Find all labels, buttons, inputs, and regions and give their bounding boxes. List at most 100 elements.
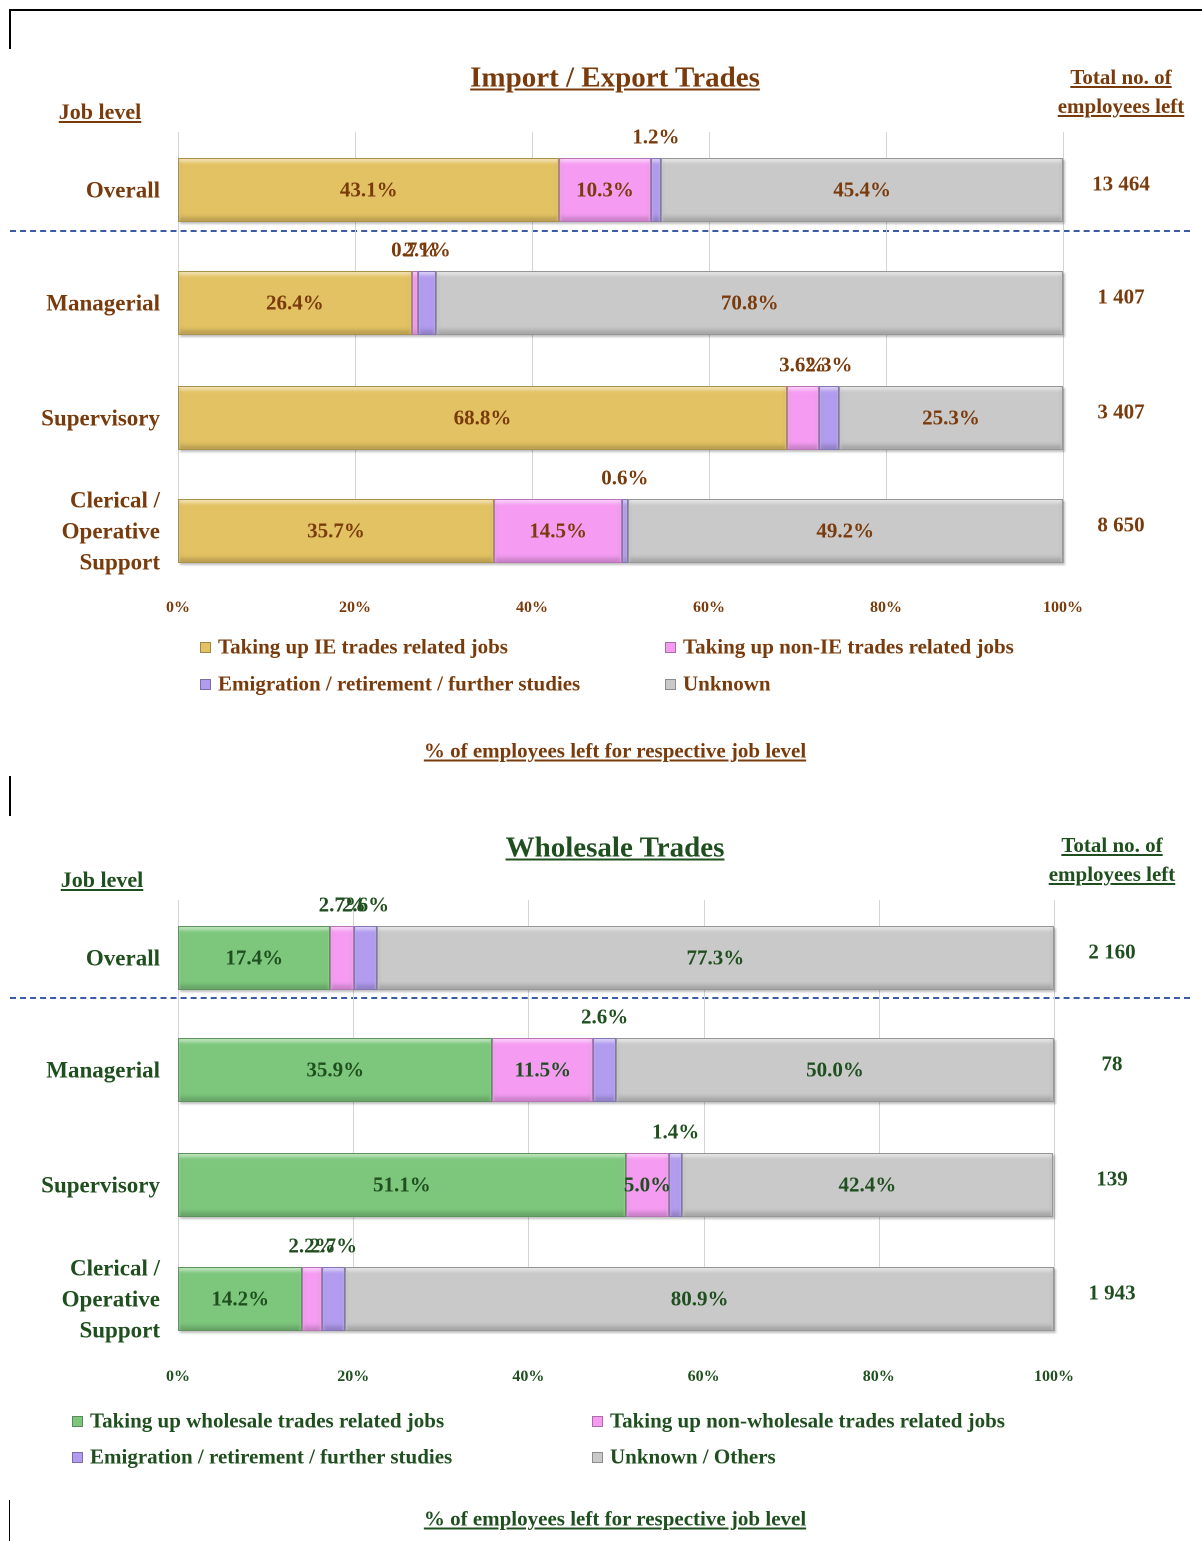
category-label: Managerial — [46, 290, 160, 316]
legend-swatch — [72, 1416, 83, 1427]
bar-segment — [178, 1153, 626, 1217]
value-label: 26.4% — [265, 290, 324, 315]
value-label: 11.5% — [514, 1057, 572, 1082]
chart-title: Wholesale Trades — [505, 831, 725, 864]
total-label: 1 407 — [1097, 284, 1145, 309]
grid-line — [703, 900, 705, 1331]
grid-line — [528, 900, 530, 1331]
bar-segment — [178, 271, 412, 335]
value-label: 49.2% — [816, 518, 875, 543]
legend-label: Taking up wholesale trades related jobs — [90, 1408, 445, 1433]
legend-label: Taking up non-IE trades related jobs — [683, 634, 1014, 659]
bar-segment — [411, 271, 418, 335]
value-label: 2.7% — [318, 892, 366, 917]
frame-left — [9, 9, 11, 49]
bar-segment — [616, 1038, 1054, 1102]
bar-segment — [559, 158, 651, 222]
legend-swatch — [665, 642, 676, 653]
value-label: 2.6% — [580, 1004, 629, 1029]
bar-segment — [492, 1038, 594, 1102]
value-label: 5.0% — [623, 1172, 672, 1197]
legend-swatch — [592, 1416, 603, 1427]
value-label: 2.7% — [309, 1233, 358, 1258]
bar-segment — [178, 926, 331, 990]
bar-segment — [178, 499, 494, 563]
value-label: 42.4% — [838, 1172, 897, 1197]
x-tick-label: 0% — [166, 599, 190, 616]
bar-segment — [839, 386, 1063, 450]
x-axis-label: % of employees left for respective job l… — [423, 738, 807, 763]
category-label: Supervisory — [41, 405, 160, 431]
bar-segment — [681, 1153, 1054, 1217]
legend-swatch — [665, 679, 676, 690]
grid-line — [709, 132, 710, 563]
grid-line — [178, 132, 179, 563]
value-label: 2.2% — [288, 1233, 336, 1258]
bar-segment — [417, 271, 437, 335]
category-label: Overall — [85, 945, 160, 971]
value-label: 10.3% — [576, 177, 634, 202]
x-axis-label: % of employees left for respective job l… — [423, 1506, 807, 1531]
legend-label: Taking up non-wholesale trades related j… — [610, 1408, 1005, 1433]
bar-segment — [436, 271, 1063, 335]
bar-segment — [669, 1153, 682, 1217]
bar-segment — [178, 386, 787, 450]
x-tick-label: 100% — [1034, 1368, 1074, 1385]
bar-segment — [302, 1267, 322, 1331]
value-label: 43.1% — [339, 177, 398, 202]
x-tick-label: 60% — [693, 599, 725, 616]
bar-segment — [354, 926, 377, 990]
legend-label: Emigration / retirement / further studie… — [218, 671, 581, 696]
category-label: Clerical / Operative Support — [61, 1255, 160, 1343]
bar-segment — [627, 499, 1063, 563]
grid-line — [532, 132, 533, 563]
value-label: 77.3% — [686, 945, 745, 970]
value-label: 2.6% — [341, 892, 390, 917]
value-label: 3.6% — [779, 352, 827, 377]
total-label: 139 — [1096, 1166, 1128, 1191]
total-label: 13 464 — [1092, 171, 1150, 196]
bar-segment — [625, 1153, 670, 1217]
x-tick-label: 80% — [862, 1368, 895, 1385]
bar-segment — [661, 158, 1063, 222]
value-label: 2.1% — [403, 237, 451, 262]
y-axis-label: Job level — [58, 99, 142, 124]
separator — [10, 997, 1190, 999]
grid-line — [1054, 900, 1055, 1331]
value-label: 2.3% — [805, 352, 853, 377]
x-tick-label: 60% — [687, 1368, 720, 1385]
bar-segment — [178, 1038, 493, 1102]
value-label: 35.9% — [306, 1057, 365, 1082]
value-label: 70.8% — [720, 290, 779, 315]
bar-segment — [622, 499, 628, 563]
legend-label: Emigration / retirement / further studie… — [90, 1444, 453, 1469]
value-label: 35.7% — [307, 518, 365, 543]
legend-swatch — [200, 642, 211, 653]
x-tick-label: 40% — [512, 1368, 545, 1385]
totals-header: Total no. of employees left — [1048, 833, 1176, 886]
x-tick-label: 40% — [516, 599, 548, 616]
value-label: 1.2% — [632, 124, 680, 149]
value-label: 17.4% — [225, 945, 284, 970]
category-label: Managerial — [46, 1057, 160, 1083]
value-label: 1.4% — [651, 1119, 700, 1144]
totals-header: Total no. of employees left — [1057, 65, 1185, 118]
bar-segment — [178, 158, 560, 222]
category-label: Clerical / Operative Support — [61, 487, 160, 575]
grid-line — [1063, 132, 1064, 563]
bar-segment — [345, 1267, 1054, 1331]
x-tick-label: 80% — [870, 599, 902, 616]
bar-segment — [650, 158, 662, 222]
frame-left — [9, 776, 11, 816]
legend-label: Unknown / Others — [610, 1444, 776, 1469]
legend-label: Taking up IE trades related jobs — [218, 634, 508, 659]
x-tick-label: 20% — [339, 599, 371, 616]
category-label: Supervisory — [41, 1172, 160, 1198]
total-label: 78 — [1101, 1051, 1123, 1076]
grid-line — [353, 900, 355, 1331]
value-label: 14.5% — [529, 518, 587, 543]
x-tick-label: 0% — [166, 1368, 190, 1385]
x-tick-label: 20% — [337, 1368, 370, 1385]
total-label: 2 160 — [1088, 939, 1136, 964]
